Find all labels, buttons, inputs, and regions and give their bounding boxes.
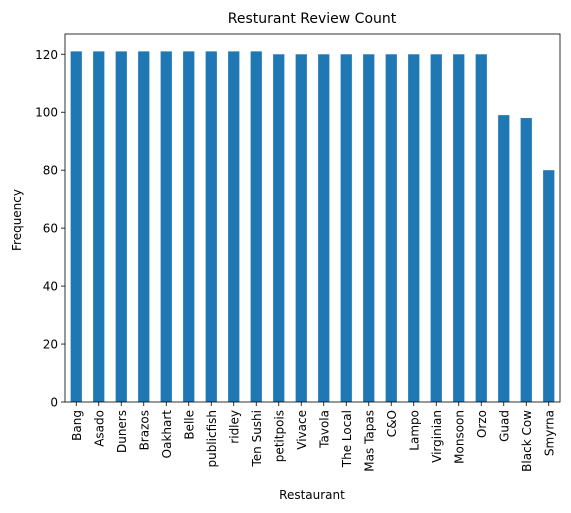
bar — [475, 54, 487, 402]
y-axis-ticks: 0 20 40 60 80 100 120 — [35, 48, 65, 410]
bars-group — [70, 51, 555, 403]
x-tick-label: Mas Tapas — [362, 410, 376, 472]
bar — [205, 51, 217, 402]
bar — [363, 54, 375, 402]
x-tick-label: Oakhart — [160, 410, 174, 459]
bar — [408, 54, 420, 402]
bar — [160, 51, 172, 402]
x-tick-label: petitpois — [272, 410, 286, 462]
x-tick-label: Vivace — [295, 410, 309, 450]
bar — [228, 51, 240, 402]
bar — [70, 51, 82, 402]
bar — [250, 51, 262, 402]
y-tick-label: 0 — [50, 396, 58, 410]
bar — [295, 54, 307, 402]
x-tick-label: Lampo — [407, 410, 421, 451]
bar — [430, 54, 442, 402]
bar — [115, 51, 127, 402]
bar — [340, 54, 352, 402]
chart-title: Resturant Review Count — [228, 11, 397, 27]
x-tick-label: Belle — [182, 410, 196, 440]
x-tick-label: Ten Sushi — [250, 410, 264, 468]
x-tick-label: Virginian — [430, 410, 444, 463]
y-tick-label: 100 — [35, 106, 58, 120]
x-tick-label: Asado — [92, 410, 106, 447]
x-tick-label: Orzo — [475, 410, 489, 438]
bar — [93, 51, 105, 402]
x-tick-label: Guad — [497, 410, 511, 442]
bar — [183, 51, 195, 402]
bar — [498, 115, 510, 403]
x-axis-ticks: Bang Asado Duners Brazos Oakhart Belle publicf… — [70, 402, 556, 472]
x-tick-label: publicfish — [205, 410, 219, 468]
bar — [520, 118, 532, 402]
x-tick-label: The Local — [340, 410, 354, 468]
bar — [453, 54, 465, 402]
y-tick-label: 120 — [35, 48, 58, 62]
bar — [138, 51, 150, 402]
x-tick-label: Black Cow — [520, 410, 534, 472]
x-tick-label: Smyrna — [542, 410, 556, 456]
y-tick-label: 20 — [43, 338, 58, 352]
x-tick-label: Brazos — [137, 410, 151, 450]
x-tick-label: C&O — [385, 410, 399, 437]
x-axis-label: Restaurant — [279, 488, 345, 502]
bar — [543, 170, 555, 402]
x-tick-label: ridley — [227, 410, 241, 444]
y-tick-label: 40 — [43, 280, 58, 294]
y-tick-label: 80 — [43, 164, 58, 178]
x-tick-label: Duners — [115, 410, 129, 453]
y-axis-label: Frequency — [10, 189, 24, 251]
bar — [385, 54, 397, 402]
x-tick-label: Tavola — [317, 410, 331, 449]
bar — [318, 54, 330, 402]
x-tick-label: Monsoon — [452, 410, 466, 464]
y-tick-label: 60 — [43, 222, 58, 236]
plot-frame — [64, 33, 561, 403]
x-tick-label: Bang — [70, 410, 84, 441]
bar — [273, 54, 285, 402]
